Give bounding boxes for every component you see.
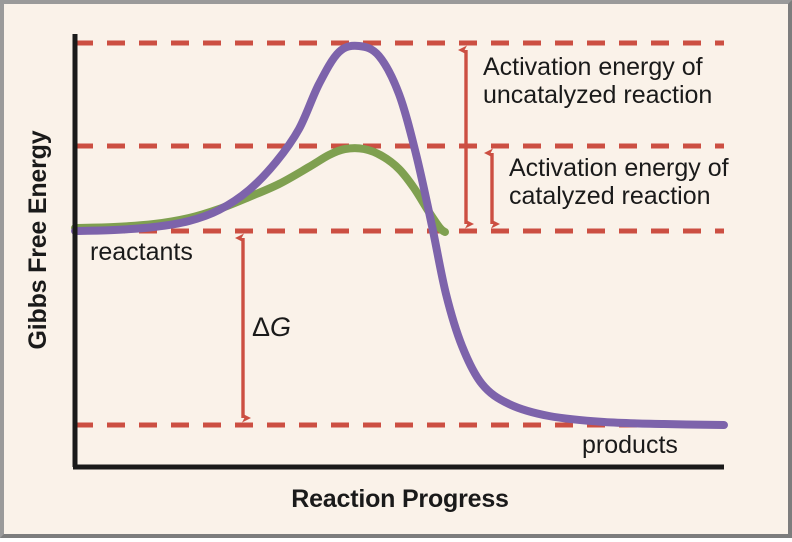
activation-energy-catalyzed-label: Activation energy of catalyzed reaction: [509, 154, 729, 210]
activation-energy-uncatalyzed-line1: Activation energy of: [483, 53, 703, 81]
axis-lines: [72, 34, 724, 470]
activation-energy-catalyzed-line1: Activation energy of: [509, 154, 729, 182]
delta-g-variable: G: [270, 312, 292, 342]
y-axis-title: Gibbs Free Energy: [24, 130, 52, 350]
annotation-arrows: [235, 45, 500, 423]
reaction-coordinate-plot: [71, 34, 728, 470]
uncatalyzed-reaction-curve: [71, 41, 728, 429]
catalyzed-reaction-curve: [71, 144, 449, 236]
delta-g-label: ΔG: [252, 312, 291, 342]
activation-energy-uncatalyzed-label: Activation energy of uncatalyzed reactio…: [483, 53, 712, 109]
products-label: products: [582, 431, 678, 459]
activation-energy-uncatalyzed-line2: uncatalyzed reaction: [483, 81, 713, 109]
reactants-label: reactants: [90, 238, 193, 266]
activation-energy-catalyzed-line2: catalyzed reaction: [509, 182, 711, 210]
reference-line-group: [75, 40, 724, 428]
delta-symbol: Δ: [252, 312, 271, 342]
x-axis-title: Reaction Progress: [291, 485, 509, 513]
